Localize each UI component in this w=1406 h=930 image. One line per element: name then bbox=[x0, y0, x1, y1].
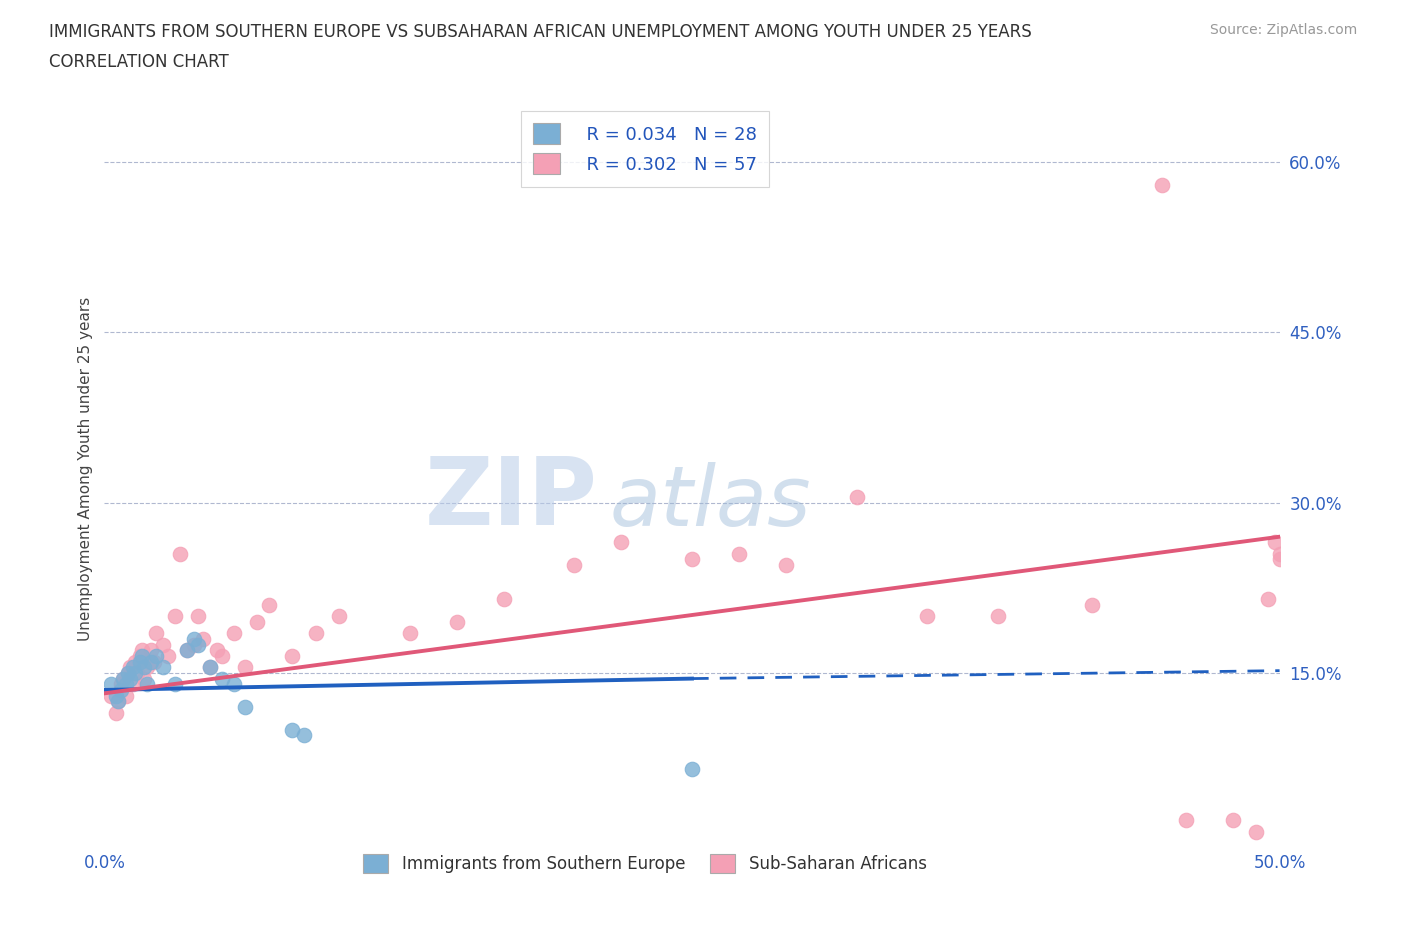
Point bbox=[121, 677, 143, 692]
Point bbox=[135, 677, 157, 692]
Point bbox=[134, 671, 156, 686]
Point bbox=[131, 648, 153, 663]
Point bbox=[124, 654, 146, 669]
Point bbox=[114, 677, 136, 692]
Point bbox=[328, 609, 350, 624]
Point bbox=[114, 688, 136, 703]
Point bbox=[399, 626, 422, 641]
Point bbox=[112, 671, 135, 686]
Text: atlas: atlas bbox=[610, 462, 811, 543]
Point bbox=[610, 535, 633, 550]
Text: CORRELATION CHART: CORRELATION CHART bbox=[49, 53, 229, 71]
Point bbox=[235, 659, 257, 674]
Point bbox=[281, 648, 304, 663]
Point bbox=[134, 659, 156, 674]
Point bbox=[1222, 813, 1244, 828]
Point bbox=[1174, 813, 1197, 828]
Point bbox=[446, 615, 468, 630]
Point bbox=[205, 643, 228, 658]
Point bbox=[1268, 546, 1291, 561]
Point bbox=[145, 626, 167, 641]
Legend: Immigrants from Southern Europe, Sub-Saharan Africans: Immigrants from Southern Europe, Sub-Sah… bbox=[357, 847, 934, 880]
Point bbox=[915, 609, 938, 624]
Point bbox=[681, 552, 703, 567]
Point bbox=[198, 659, 221, 674]
Point bbox=[681, 762, 703, 777]
Point bbox=[163, 677, 186, 692]
Point bbox=[222, 626, 245, 641]
Point bbox=[246, 615, 269, 630]
Point bbox=[107, 694, 129, 709]
Point bbox=[257, 597, 280, 612]
Point bbox=[169, 546, 191, 561]
Point bbox=[117, 666, 139, 681]
Point bbox=[110, 677, 132, 692]
Point bbox=[235, 699, 257, 714]
Point bbox=[198, 659, 221, 674]
Point bbox=[135, 659, 157, 674]
Point bbox=[176, 643, 198, 658]
Point bbox=[211, 671, 233, 686]
Point bbox=[120, 659, 142, 674]
Point bbox=[305, 626, 328, 641]
Point bbox=[183, 631, 205, 646]
Point bbox=[1080, 597, 1102, 612]
Point bbox=[120, 671, 142, 686]
Point bbox=[281, 723, 304, 737]
Y-axis label: Unemployment Among Youth under 25 years: Unemployment Among Youth under 25 years bbox=[79, 297, 93, 641]
Point bbox=[131, 643, 153, 658]
Point bbox=[1244, 824, 1267, 839]
Point bbox=[100, 688, 122, 703]
Point bbox=[183, 637, 205, 652]
Point bbox=[176, 643, 198, 658]
Point bbox=[1264, 535, 1286, 550]
Point bbox=[152, 659, 174, 674]
Point bbox=[145, 648, 167, 663]
Point bbox=[105, 705, 128, 720]
Point bbox=[142, 654, 165, 669]
Point bbox=[1268, 552, 1291, 567]
Point bbox=[492, 591, 515, 606]
Point bbox=[138, 654, 160, 669]
Point bbox=[163, 609, 186, 624]
Point bbox=[156, 648, 179, 663]
Point bbox=[187, 637, 209, 652]
Point bbox=[222, 677, 245, 692]
Point bbox=[121, 659, 143, 674]
Point bbox=[845, 489, 868, 504]
Point bbox=[110, 683, 132, 698]
Point bbox=[117, 666, 139, 681]
Point bbox=[112, 671, 135, 686]
Point bbox=[152, 637, 174, 652]
Point bbox=[107, 694, 129, 709]
Point bbox=[128, 648, 150, 663]
Point bbox=[187, 609, 209, 624]
Point bbox=[100, 677, 122, 692]
Point bbox=[127, 666, 149, 681]
Point bbox=[141, 643, 163, 658]
Point bbox=[564, 558, 586, 573]
Point bbox=[986, 609, 1008, 624]
Point bbox=[105, 688, 128, 703]
Point bbox=[775, 558, 797, 573]
Point bbox=[728, 546, 751, 561]
Text: ZIP: ZIP bbox=[425, 453, 598, 545]
Text: Source: ZipAtlas.com: Source: ZipAtlas.com bbox=[1209, 23, 1357, 37]
Point bbox=[211, 648, 233, 663]
Point bbox=[124, 666, 146, 681]
Point bbox=[1150, 178, 1173, 193]
Point bbox=[292, 728, 315, 743]
Point bbox=[191, 631, 214, 646]
Point bbox=[128, 654, 150, 669]
Point bbox=[1257, 591, 1279, 606]
Text: IMMIGRANTS FROM SOUTHERN EUROPE VS SUBSAHARAN AFRICAN UNEMPLOYMENT AMONG YOUTH U: IMMIGRANTS FROM SOUTHERN EUROPE VS SUBSA… bbox=[49, 23, 1032, 41]
Point bbox=[141, 654, 163, 669]
